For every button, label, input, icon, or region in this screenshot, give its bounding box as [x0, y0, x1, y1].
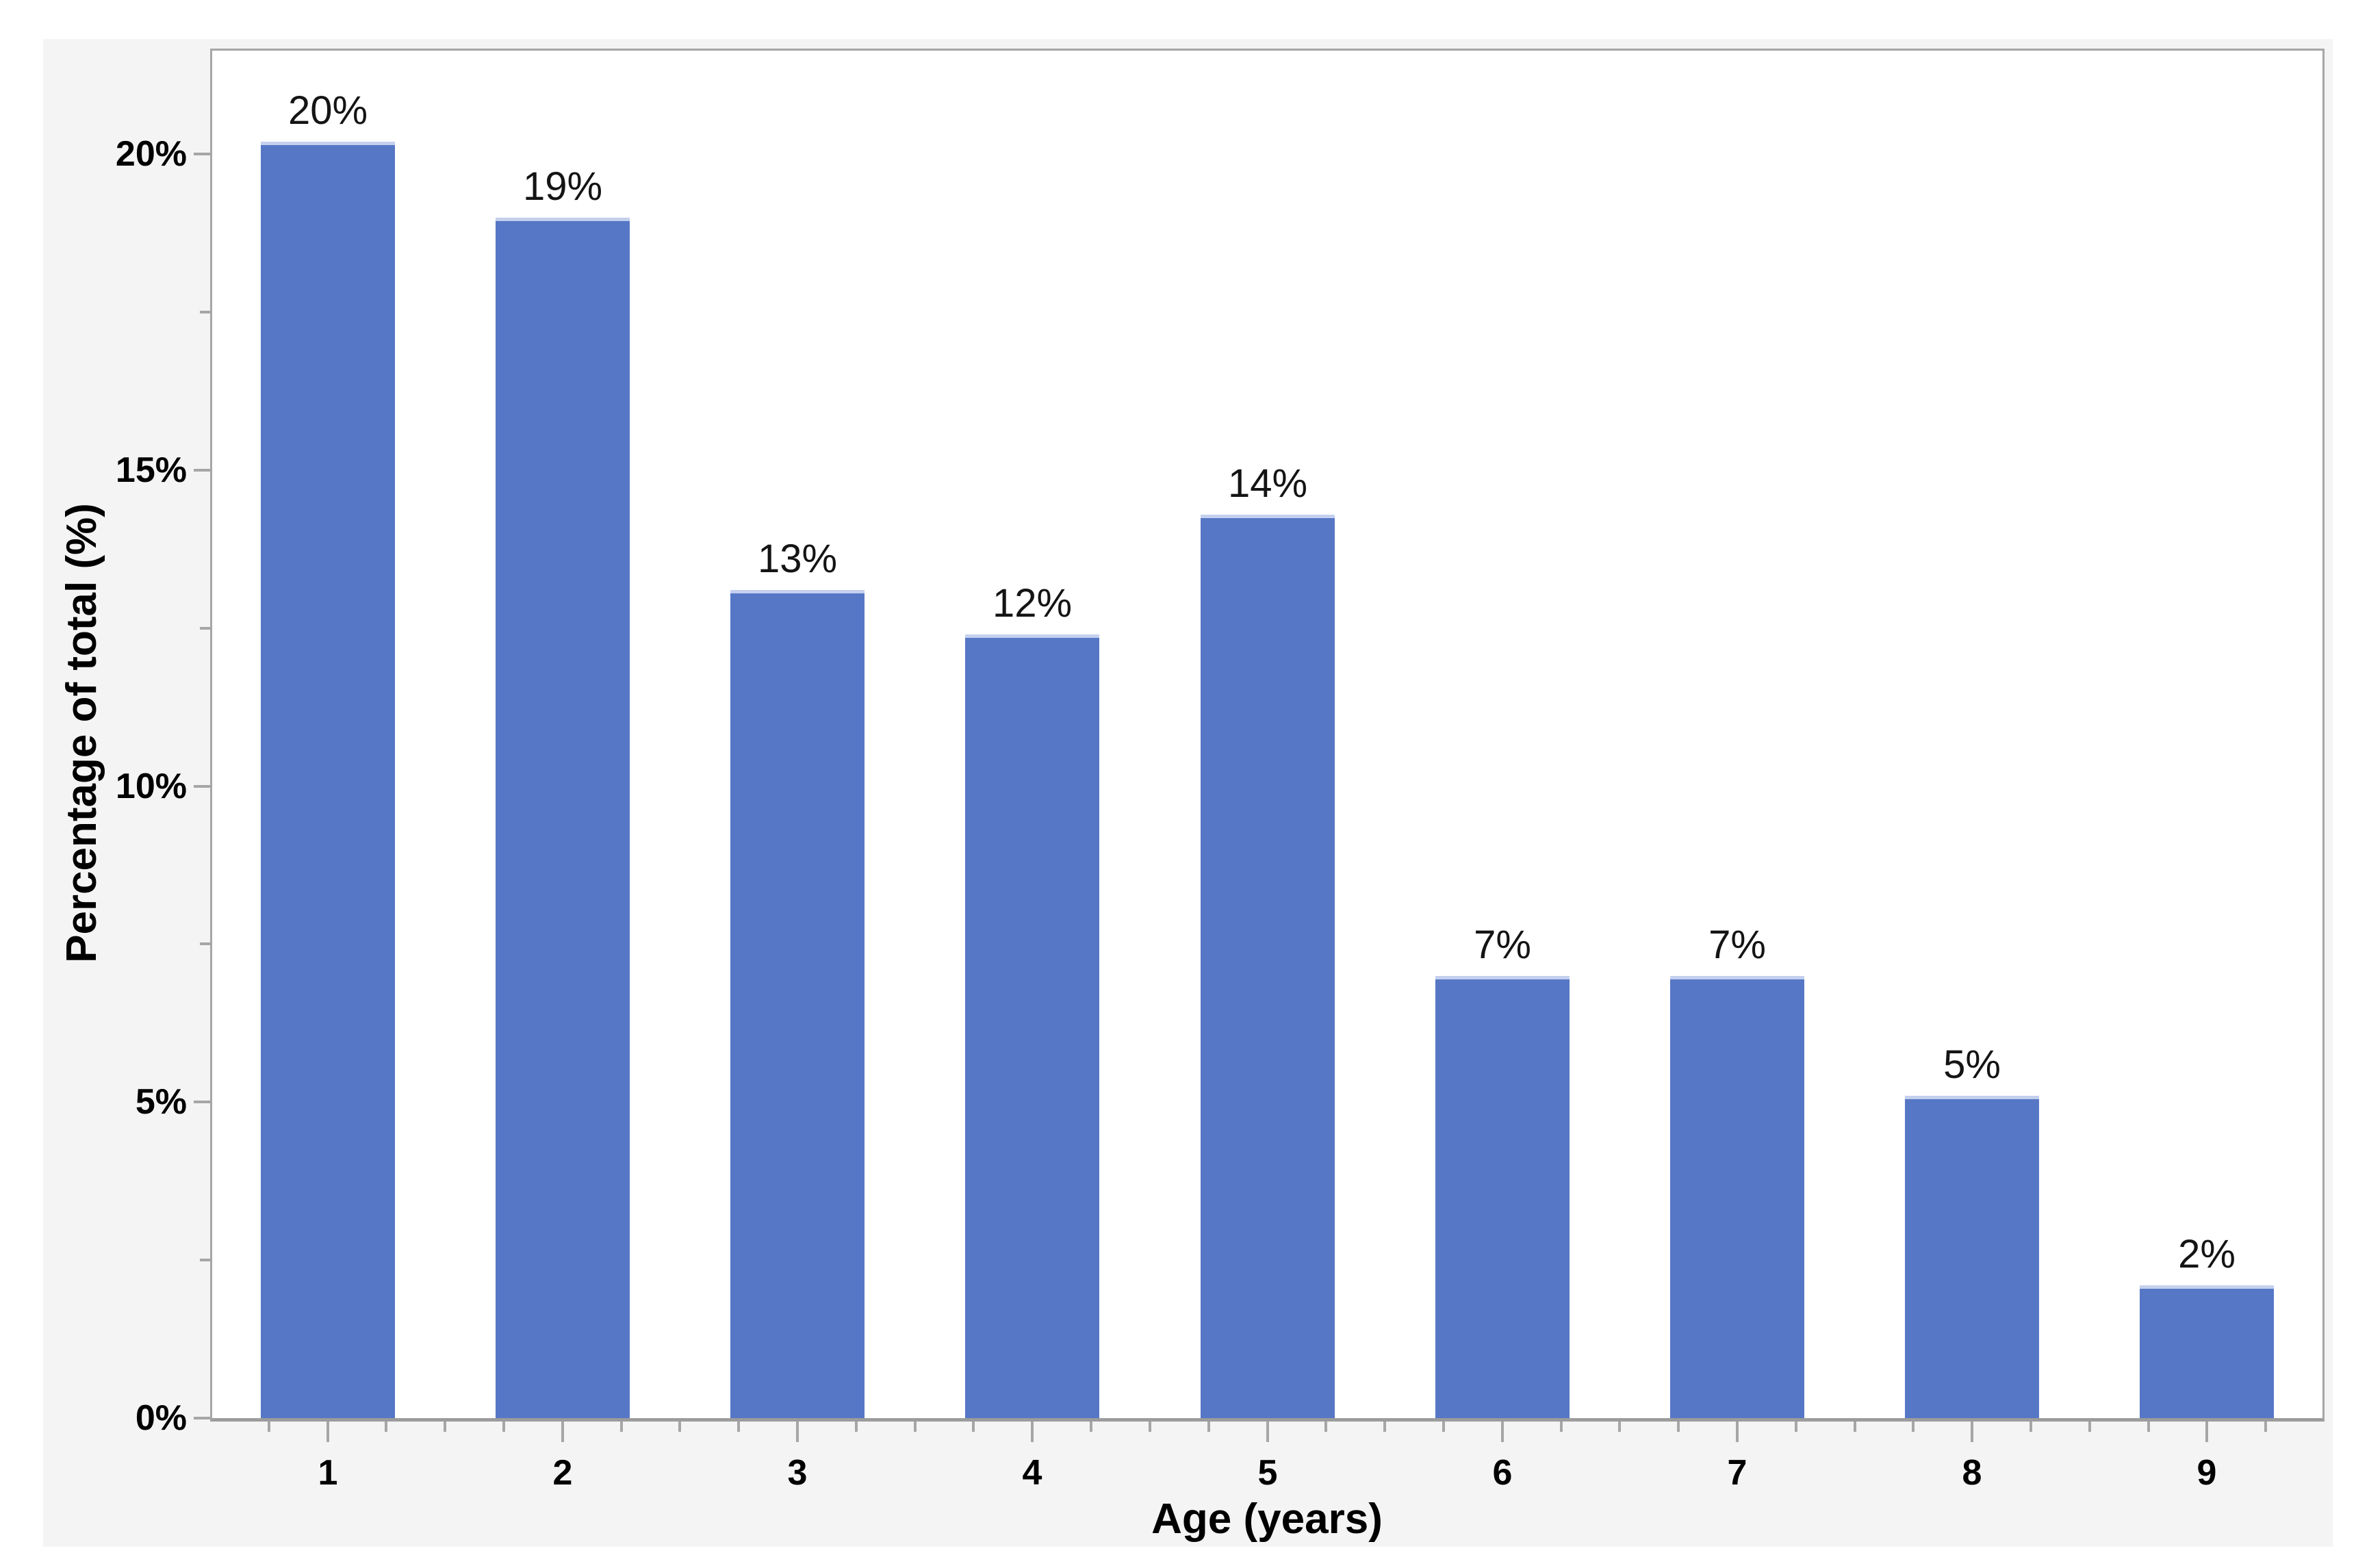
- bar: [1670, 976, 1804, 1418]
- x-axis-minor-tick: [2147, 1422, 2150, 1432]
- x-axis-minor-tick: [1207, 1422, 1210, 1432]
- bar-value-label: 20%: [287, 88, 368, 133]
- x-axis-major-tick: [796, 1422, 799, 1442]
- x-axis-minor-tick: [1383, 1422, 1386, 1432]
- x-axis-major-tick: [1971, 1422, 1973, 1442]
- x-axis-minor-tick: [2264, 1422, 2267, 1432]
- x-axis-title: Age (years): [1151, 1495, 1383, 1543]
- x-axis-major-tick: [1031, 1422, 1034, 1442]
- x-axis-minor-tick: [1618, 1422, 1621, 1432]
- bar: [1435, 976, 1570, 1418]
- y-axis-major-tick: [194, 1101, 210, 1103]
- y-tick-label: 0%: [135, 1398, 187, 1438]
- x-axis-minor-tick: [1854, 1422, 1856, 1432]
- bar: [2140, 1285, 2274, 1418]
- x-axis-minor-tick: [1560, 1422, 1563, 1432]
- x-axis-minor-tick: [2030, 1422, 2032, 1432]
- x-axis-minor-tick: [502, 1422, 505, 1432]
- y-axis-minor-tick: [200, 627, 210, 630]
- x-axis-minor-tick: [620, 1422, 623, 1432]
- bar-value-label: 2%: [2178, 1232, 2236, 1276]
- bar-value-label: 12%: [992, 581, 1073, 626]
- bar: [730, 590, 865, 1418]
- x-tick-label: 5: [1257, 1453, 1278, 1493]
- bar-value-label: 5%: [1943, 1042, 2001, 1087]
- bar: [261, 142, 395, 1418]
- y-axis-major-tick: [194, 153, 210, 155]
- x-axis-major-tick: [1736, 1422, 1739, 1442]
- x-tick-label: 1: [318, 1453, 338, 1493]
- y-axis-major-tick: [194, 1417, 210, 1419]
- bar: [965, 634, 1099, 1418]
- x-tick-label: 2: [552, 1453, 573, 1493]
- bar: [1905, 1096, 2039, 1418]
- x-axis-minor-tick: [1795, 1422, 1797, 1432]
- x-axis-major-tick: [1266, 1422, 1269, 1442]
- y-axis-minor-tick: [200, 1259, 210, 1261]
- x-tick-label: 6: [1492, 1453, 1513, 1493]
- x-tick-label: 9: [2197, 1453, 2217, 1493]
- x-axis-minor-tick: [1442, 1422, 1445, 1432]
- x-tick-label: 3: [787, 1453, 808, 1493]
- y-axis-minor-tick: [200, 311, 210, 313]
- x-axis-minor-tick: [268, 1422, 270, 1432]
- x-axis-minor-tick: [2088, 1422, 2091, 1432]
- x-axis-major-tick: [561, 1422, 564, 1442]
- y-axis-minor-tick: [200, 942, 210, 945]
- y-axis-major-tick: [194, 469, 210, 472]
- x-axis-minor-tick: [1324, 1422, 1327, 1432]
- x-tick-label: 4: [1022, 1453, 1042, 1493]
- bar-value-label: 19%: [522, 164, 603, 209]
- y-axis-major-tick: [194, 785, 210, 788]
- bar: [496, 218, 630, 1418]
- x-axis-minor-tick: [914, 1422, 917, 1432]
- x-tick-label: 7: [1727, 1453, 1747, 1493]
- bar-value-label: 14%: [1227, 461, 1308, 506]
- x-axis-minor-tick: [1912, 1422, 1915, 1432]
- y-axis-title: Percentage of total (%): [58, 503, 105, 963]
- x-axis-major-tick: [326, 1422, 329, 1442]
- bar-value-label: 7%: [1708, 923, 1766, 967]
- x-axis-minor-tick: [1149, 1422, 1151, 1432]
- x-axis-major-tick: [2205, 1422, 2208, 1442]
- y-tick-label: 15%: [115, 450, 187, 490]
- x-axis-minor-tick: [678, 1422, 681, 1432]
- x-axis-major-tick: [1501, 1422, 1504, 1442]
- x-axis-minor-tick: [385, 1422, 387, 1432]
- y-tick-label: 20%: [115, 134, 187, 174]
- x-axis-minor-tick: [972, 1422, 975, 1432]
- x-axis-minor-tick: [444, 1422, 446, 1432]
- y-tick-label: 10%: [115, 767, 187, 806]
- x-tick-label: 8: [1962, 1453, 1982, 1493]
- y-tick-label: 5%: [135, 1082, 187, 1122]
- bar-value-label: 13%: [757, 537, 838, 581]
- x-axis-minor-tick: [855, 1422, 858, 1432]
- x-axis-minor-tick: [1677, 1422, 1680, 1432]
- bar-value-label: 7%: [1474, 923, 1531, 967]
- x-axis-minor-tick: [737, 1422, 740, 1432]
- bar: [1201, 515, 1335, 1418]
- x-axis-minor-tick: [1090, 1422, 1092, 1432]
